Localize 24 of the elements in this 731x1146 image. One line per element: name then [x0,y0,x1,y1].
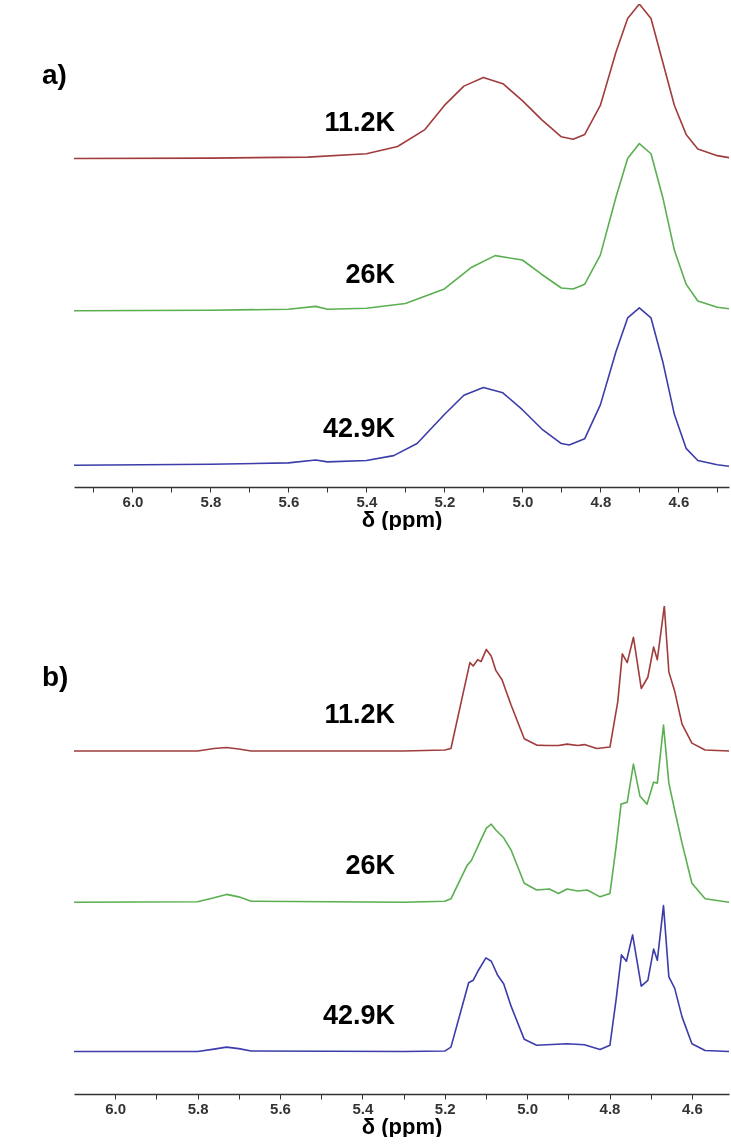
x-tick-label: 5.6 [278,492,300,510]
x-tick-label: 4.8 [599,1099,621,1117]
series-label: 26K [345,850,396,881]
x-tick-label: 6.0 [122,492,144,510]
x-tick-label: 4.6 [668,492,690,510]
x-tick-label: 6.0 [105,1099,127,1117]
text: b) [42,661,69,692]
x-tick-label: 5.0 [517,1099,539,1117]
x-tick-label: 5.6 [270,1099,291,1117]
x-tick-label: 5.4 [356,492,378,510]
series-label: 11.2K [324,106,396,137]
x-tick-label: 4.8 [590,492,612,510]
text: a) [42,59,67,90]
x-tick-label: 5.2 [434,1099,456,1117]
x-tick-label: 4.6 [681,1099,703,1117]
series-label: 42.9K [322,999,396,1030]
series-label: 42.9K [322,413,396,444]
x-tick-label: 5.2 [434,492,456,510]
x-tick-label: 5.8 [187,1099,209,1117]
x-tick-label: 5.4 [352,1099,374,1117]
series-label: 11.2K [324,698,396,729]
x-tick-label: 5.8 [200,492,222,510]
x-tick-label: 5.0 [512,492,534,510]
series-label: 26K [345,258,396,289]
